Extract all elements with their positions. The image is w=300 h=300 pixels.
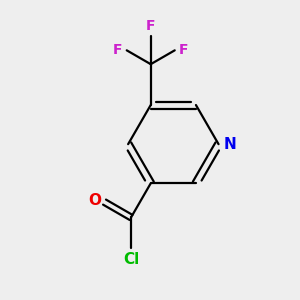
Text: Cl: Cl [123, 251, 139, 266]
Text: O: O [88, 193, 101, 208]
Text: F: F [146, 19, 155, 33]
Text: N: N [224, 137, 236, 152]
Text: F: F [179, 43, 189, 57]
Text: F: F [113, 43, 122, 57]
